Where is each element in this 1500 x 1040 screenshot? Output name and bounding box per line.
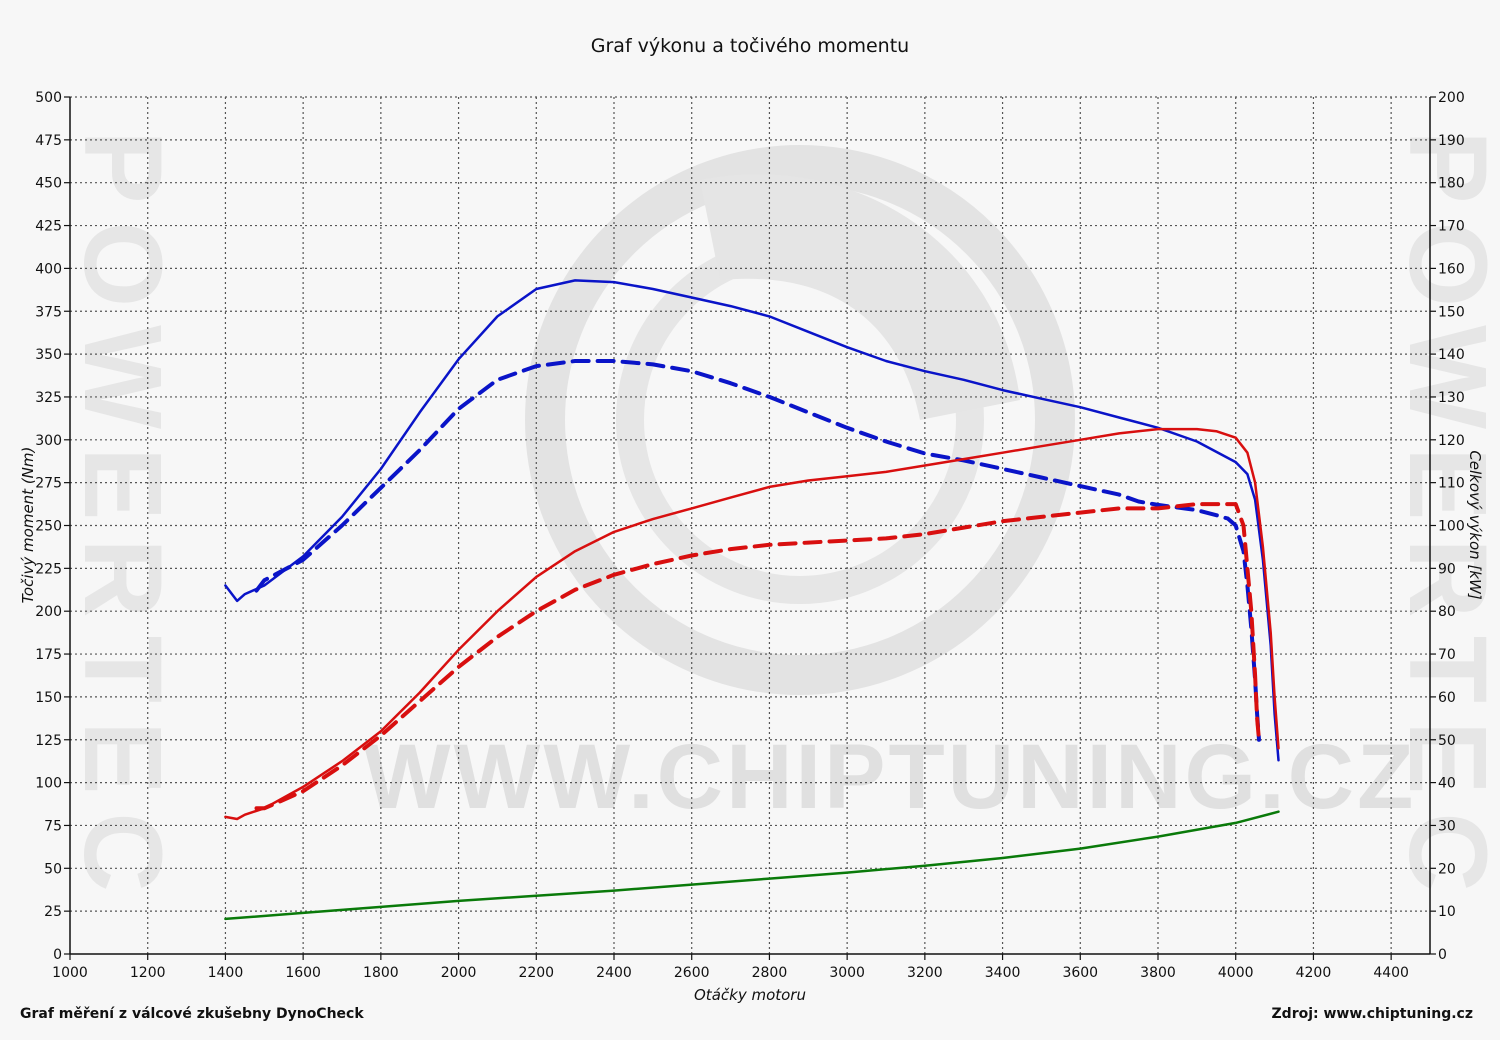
y-tick-label-left: 125 [35, 733, 62, 749]
y-axis-label-right: Celkový výkon [kW] [1466, 450, 1484, 600]
side-watermark-left: POWERTEC [61, 130, 184, 910]
x-tick-label: 1000 [52, 965, 88, 981]
x-tick-label: 2800 [752, 965, 788, 981]
series-line-4 [254, 502, 1261, 811]
y-tick-label-left: 500 [35, 90, 62, 106]
y-tick-label-left: 25 [44, 904, 62, 920]
x-tick-label: 2000 [441, 965, 477, 981]
x-tick-label: 4200 [1296, 965, 1332, 981]
x-tick-label: 3000 [829, 965, 865, 981]
y-tick-label-right: 50 [1438, 733, 1456, 749]
series-line-2 [254, 359, 1261, 742]
y-tick-label-right: 80 [1438, 604, 1456, 620]
x-tick-label: 1200 [130, 965, 166, 981]
y-axis-label-left: Točivý moment (Nm) [19, 447, 37, 604]
y-tick-label-left: 175 [35, 647, 62, 663]
y-tick-label-left: 200 [35, 604, 62, 620]
website-watermark: WWW.CHIPTUNING.CZ [364, 726, 1417, 828]
x-axis-label: Otáčky motoru [694, 986, 806, 1004]
y-tick-label-right: 30 [1438, 818, 1456, 834]
x-tick-label: 4000 [1218, 965, 1254, 981]
y-tick-label-right: 150 [1438, 304, 1465, 320]
x-tick-label: 2200 [518, 965, 554, 981]
y-tick-label-left: 425 [35, 219, 62, 235]
y-tick-label-left: 325 [35, 390, 62, 406]
y-tick-label-left: 475 [35, 133, 62, 149]
y-tick-label-right: 120 [1438, 433, 1465, 449]
y-tick-label-right: 140 [1438, 347, 1465, 363]
y-tick-label-right: 10 [1438, 904, 1456, 920]
x-tick-label: 3400 [985, 965, 1021, 981]
series-line-3 [224, 427, 1280, 821]
y-tick-label-left: 350 [35, 347, 62, 363]
x-tick-label: 1400 [208, 965, 244, 981]
x-tick-label: 2600 [674, 965, 710, 981]
series-group [224, 279, 1280, 921]
grid [70, 96, 1430, 954]
x-tick-label: 4400 [1373, 965, 1409, 981]
axes: 1000 1200 1400 1600 1800 2000 2200 2400 2600 2800… [35, 90, 1464, 981]
y-tick-label-left: 375 [35, 304, 62, 320]
y-tick-label-left: 100 [35, 776, 62, 792]
x-tick-label: 1600 [285, 965, 321, 981]
y-tick-label-right: 190 [1438, 133, 1465, 149]
x-tick-label: 3600 [1062, 965, 1098, 981]
x-tick-label: 1800 [363, 965, 399, 981]
x-tick-label: 2400 [596, 965, 632, 981]
y-tick-label-left: 0 [53, 947, 62, 963]
y-tick-label-right: 200 [1438, 90, 1465, 106]
side-watermark-right: POWERTEC [1386, 130, 1500, 910]
y-tick-label-left: 50 [44, 861, 62, 877]
y-tick-label-right: 130 [1438, 390, 1465, 406]
y-tick-label-right: 70 [1438, 647, 1456, 663]
x-tick-label: 3200 [907, 965, 943, 981]
y-tick-label-right: 110 [1438, 476, 1465, 492]
y-tick-label-left: 225 [35, 561, 62, 577]
series-line-5 [224, 810, 1280, 921]
background-watermark: WWW.CHIPTUNING.CZ POWERTEC POWERTEC [61, 130, 1500, 910]
y-tick-label-right: 20 [1438, 861, 1456, 877]
y-tick-label-right: 40 [1438, 776, 1456, 792]
y-tick-label-right: 100 [1438, 519, 1465, 535]
y-tick-label-left: 300 [35, 433, 62, 449]
footer-attribution: Zdroj: www.chiptuning.cz [1271, 1006, 1473, 1022]
y-tick-label-left: 275 [35, 476, 62, 492]
y-tick-label-left: 250 [35, 519, 62, 535]
y-tick-label-right: 0 [1438, 947, 1447, 963]
y-tick-label-left: 450 [35, 176, 62, 192]
x-tick-label: 3800 [1140, 965, 1176, 981]
y-tick-label-left: 150 [35, 690, 62, 706]
y-tick-label-right: 60 [1438, 690, 1456, 706]
footer-source-note: Graf měření z válcové zkušebny DynoCheck [20, 1006, 364, 1022]
chart-title: Graf výkonu a točivého momentu [591, 35, 909, 57]
y-tick-label-left: 75 [44, 818, 62, 834]
y-tick-label-left: 400 [35, 261, 62, 277]
series-line-1 [224, 279, 1280, 762]
y-tick-label-right: 180 [1438, 176, 1465, 192]
y-tick-label-right: 170 [1438, 219, 1465, 235]
logo-watermark [525, 145, 1075, 695]
y-tick-label-right: 90 [1438, 561, 1456, 577]
y-tick-label-right: 160 [1438, 261, 1465, 277]
